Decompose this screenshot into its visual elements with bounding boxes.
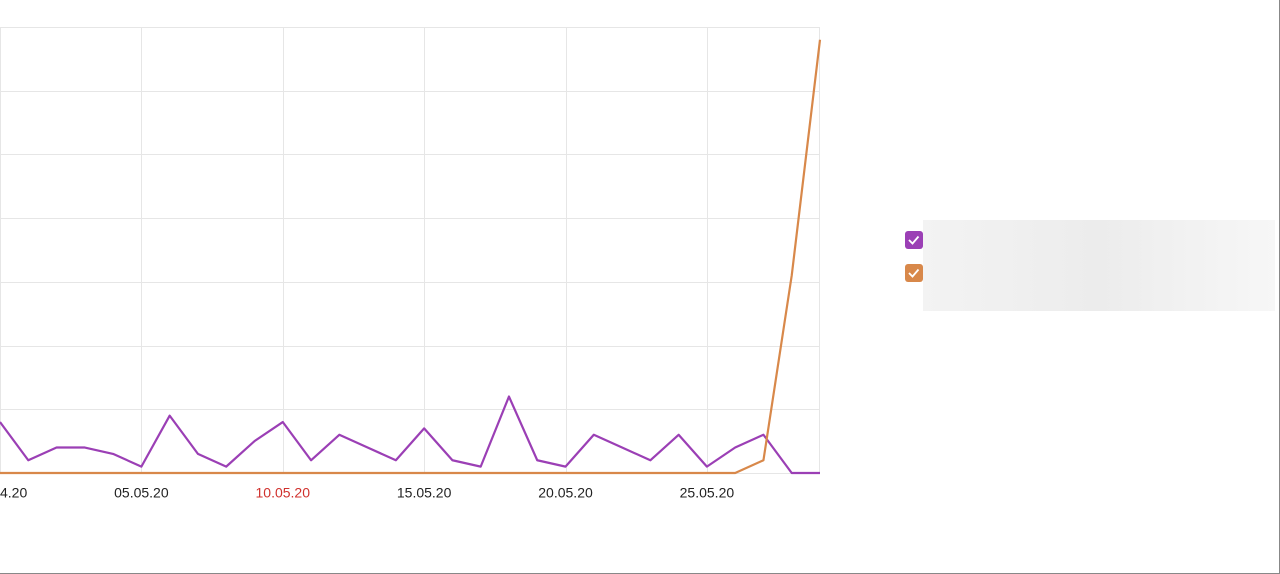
- legend-checkbox[interactable]: [905, 264, 923, 282]
- series-line: [0, 395, 820, 475]
- legend-checkbox[interactable]: [905, 231, 923, 249]
- x-tick-label: 20.05.20: [538, 485, 593, 501]
- legend-check: [908, 268, 920, 278]
- x-tick-label: 05.05.20: [114, 485, 169, 501]
- legend-check: [908, 235, 920, 245]
- x-tick-label: 30.04.20: [0, 485, 27, 501]
- x-tick-label: 10.05.20: [256, 485, 311, 501]
- series-line: [0, 39, 822, 475]
- blurred-legend-labels: [923, 220, 1275, 311]
- x-tick-label: 15.05.20: [397, 485, 452, 501]
- x-tick-label: 25.05.20: [680, 485, 735, 501]
